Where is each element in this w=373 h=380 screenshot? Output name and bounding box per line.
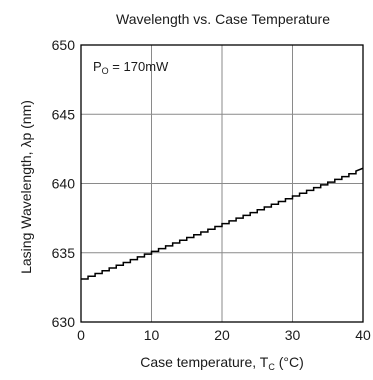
- annotation-rest: = 170mW: [109, 59, 169, 74]
- x-axis-label-main: Case temperature, T: [140, 354, 269, 370]
- x-axis-label-subscript: C: [268, 362, 275, 372]
- annotation-subscript: O: [102, 66, 109, 76]
- y-tick-label: 630: [52, 314, 76, 330]
- x-tick-label: 10: [144, 327, 160, 343]
- y-tick-label: 650: [52, 37, 76, 53]
- y-tick-label: 645: [52, 106, 76, 122]
- grid: [81, 45, 363, 322]
- x-axis-label: Case temperature, TC (°C): [140, 354, 304, 372]
- axis-ticks: 0 10 20 30 40 630 635 640 645 650: [52, 37, 371, 343]
- y-tick-label: 635: [52, 245, 76, 261]
- x-tick-label: 30: [285, 327, 301, 343]
- x-axis-label-rest: (°C): [275, 354, 304, 370]
- series-group: [81, 167, 364, 280]
- series-line: [81, 167, 364, 280]
- chart-title: Wavelength vs. Case Temperature: [116, 11, 330, 27]
- x-tick-label: 0: [77, 327, 85, 343]
- x-tick-label: 20: [214, 327, 230, 343]
- annotation-main: P: [93, 59, 102, 74]
- x-tick-label: 40: [355, 327, 371, 343]
- plot-frame: [80, 44, 364, 323]
- y-axis-label: Lasing Wavelength, λp (nm): [18, 100, 34, 274]
- power-annotation: PO = 170mW: [93, 59, 169, 76]
- y-tick-label: 640: [52, 176, 76, 192]
